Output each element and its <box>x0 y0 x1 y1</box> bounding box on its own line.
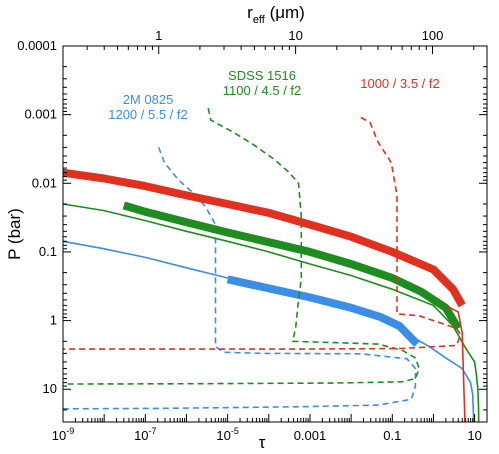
x-tick-label: 0.001 <box>294 428 327 443</box>
x-tick-label: 10 <box>467 428 481 443</box>
curve-sdss1516-reff <box>63 107 421 385</box>
annotation-2m0825: 2M 0825 1200 / 5.5 / f2 <box>108 92 188 122</box>
curve-sdss1516-tau-thick <box>122 201 462 331</box>
x-tick-label-exponent: -5 <box>231 426 239 436</box>
plot-frame <box>62 45 488 423</box>
annotation-line: SDSS 1516 <box>228 68 296 83</box>
curve-2m0825-reff <box>62 147 417 410</box>
y-tick-label: 0.1 <box>39 244 57 259</box>
top-axis-title-main: r <box>247 3 253 22</box>
axes-group: 10-9 10-7 10-5 0.001 0.1 100.00010.0010.010.1… <box>17 28 488 443</box>
annotation-line: 1100 / 4.5 / f2 <box>223 83 302 98</box>
curve-2m0825-tau-thick <box>226 275 420 347</box>
x-axis-title: τ <box>259 433 266 452</box>
x-tick-label-base: 10 <box>134 428 148 443</box>
top-axis-title-unit: (μm) <box>265 3 305 22</box>
annotations-group: 2M 0825 1200 / 5.5 / f2 SDSS 1516 1100 / 4.… <box>108 68 440 122</box>
x-tick-label: 10-9 <box>52 426 74 443</box>
y-tick-label: 0.01 <box>32 175 57 190</box>
top-tick-label: 100 <box>422 28 444 43</box>
y-tick-label: 1 <box>50 313 57 328</box>
top-tick-label: 1 <box>155 28 162 43</box>
x-tick-label: 0.1 <box>383 428 401 443</box>
top-axis-title-sub: eff <box>253 14 266 26</box>
x-tick-label: 10-7 <box>134 426 156 443</box>
annotation-line: 1200 / 5.5 / f2 <box>108 107 188 122</box>
curve-1000k-tau-thick <box>62 168 466 308</box>
annotation-line: 2M 0825 <box>123 92 174 107</box>
x-tick-label: 10-5 <box>216 426 238 443</box>
x-tick-label-base: 10 <box>52 428 66 443</box>
curve-1000k-reff <box>63 116 462 350</box>
y-tick-label: 0.0001 <box>17 38 57 53</box>
top-tick-label: 10 <box>288 28 302 43</box>
x-tick-label-base: 10 <box>216 428 230 443</box>
annotation-line: 1000 / 3.5 / f2 <box>360 76 440 91</box>
curve-1000k-tau <box>445 304 466 423</box>
curves-group <box>62 107 480 423</box>
annotation-sdss1516: SDSS 1516 1100 / 4.5 / f2 <box>223 68 302 98</box>
annotation-1000k: 1000 / 3.5 / f2 <box>360 76 440 91</box>
curve-sdss1516-tau <box>62 203 480 423</box>
top-axis-title: reff (μm) <box>247 3 305 26</box>
x-tick-label-exponent: -9 <box>66 426 74 436</box>
x-tick-label-exponent: -7 <box>149 426 157 436</box>
y-axis-title: P (bar) <box>5 208 24 260</box>
y-tick-label: 10 <box>43 381 57 396</box>
y-tick-label: 0.001 <box>24 107 57 122</box>
